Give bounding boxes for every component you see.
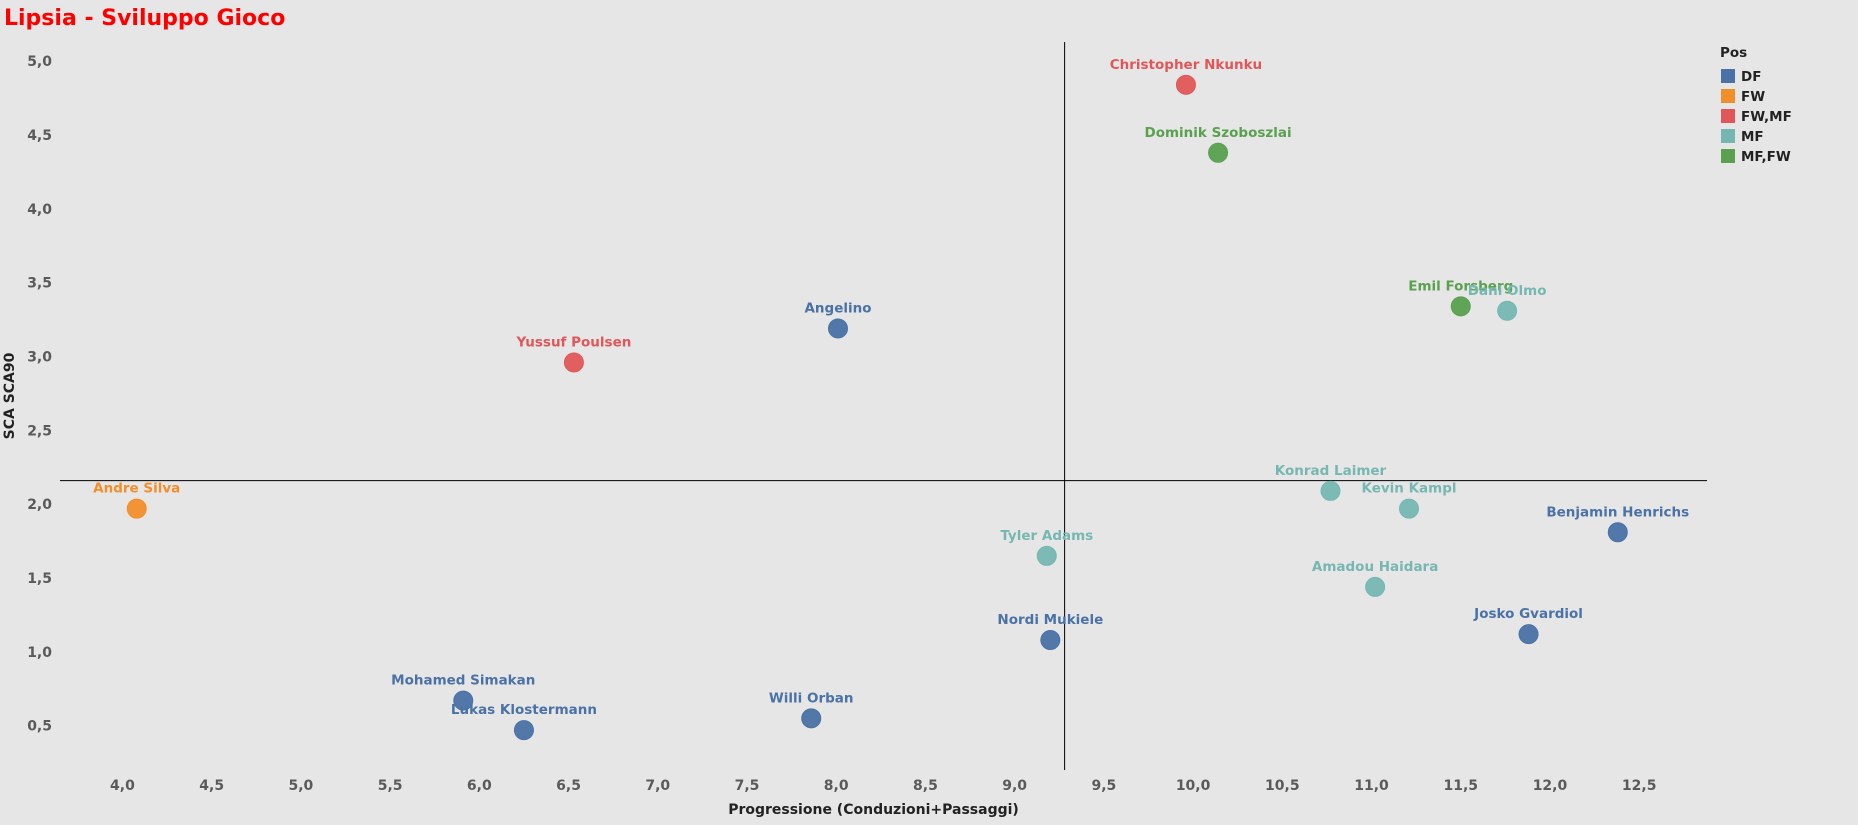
y-tick-label: 3,5 [27,276,52,292]
legend-label: DF [1741,69,1761,85]
y-tick-label: 2,5 [27,423,52,439]
x-tick-label: 7,5 [735,778,760,794]
x-tick-label: 10,0 [1176,778,1211,794]
legend: Pos DF FW FW,MF MF MF,FW [1720,45,1792,165]
data-point [801,708,822,729]
y-tick-label: 4,5 [27,128,52,144]
data-point [1036,545,1057,566]
data-label: Willi Orban [769,690,854,706]
chart-title: Lipsia - Sviluppo Gioco [4,6,286,31]
y-tick-label: 1,0 [27,645,52,661]
legend-swatch [1721,89,1735,103]
legend-title: Pos [1720,45,1747,61]
data-point [1320,480,1341,501]
x-tick-label: 8,0 [824,778,849,794]
data-labels: Christopher Nkunku Dominik Szoboszlai Emil… [93,57,1689,718]
data-label: Emil Forsberg [1408,278,1513,294]
x-tick-label: 11,5 [1443,778,1478,794]
data-point [453,690,474,711]
data-label: Dominik Szoboszlai [1144,125,1291,141]
data-label: Benjamin Henrichs [1546,504,1689,520]
x-tick-label: 5,5 [378,778,403,794]
data-point [1607,522,1628,543]
legend-label: FW [1741,89,1765,105]
data-point [827,318,848,339]
y-axis-ticks: 0,5 1,0 1,5 2,0 2,5 3,0 3,5 4,0 4,5 5,0 [27,54,52,735]
x-tick-label: 10,5 [1265,778,1300,794]
y-tick-label: 1,5 [27,571,52,587]
legend-swatch [1721,69,1735,83]
y-tick-label: 5,0 [27,54,52,70]
y-tick-label: 3,0 [27,350,52,366]
data-point [1497,300,1518,321]
x-tick-label: 6,0 [467,778,492,794]
y-tick-label: 0,5 [27,719,52,735]
data-point [1518,624,1539,645]
data-points [126,74,1628,741]
data-label: Angelino [804,300,871,316]
x-tick-label: 4,0 [110,778,135,794]
legend-label: MF,FW [1741,149,1791,165]
y-tick-label: 4,0 [27,202,52,218]
x-tick-label: 8,5 [913,778,938,794]
x-tick-label: 11,0 [1354,778,1389,794]
x-tick-label: 9,5 [1091,778,1116,794]
data-point [1040,630,1061,651]
data-point [513,720,534,741]
data-point [126,498,147,519]
legend-swatch [1721,129,1735,143]
data-point [1175,74,1196,95]
data-label: Mohamed Simakan [391,673,535,689]
legend-swatch [1721,109,1735,123]
x-tick-label: 5,0 [288,778,313,794]
data-label: Tyler Adams [1000,528,1093,544]
x-tick-label: 12,0 [1533,778,1568,794]
x-axis-ticks: 4,0 4,5 5,0 5,5 6,0 6,5 7,0 7,5 8,0 8,5 9,0 9,5 10,0… [110,778,1656,794]
data-label: Josko Gvardiol [1473,606,1583,622]
x-tick-label: 9,0 [1002,778,1027,794]
data-label: Dani Olmo [1468,283,1547,299]
data-point [1399,498,1420,519]
data-label: Lukas Klostermann [451,702,597,718]
data-point [1208,142,1229,163]
legend-label: FW,MF [1741,109,1792,125]
data-label: Amadou Haidara [1312,559,1438,575]
x-tick-label: 6,5 [556,778,581,794]
legend-label: MF [1741,129,1764,145]
y-tick-label: 2,0 [27,497,52,513]
data-label: Kevin Kampl [1361,481,1456,497]
x-tick-label: 12,5 [1622,778,1657,794]
data-label: Andre Silva [93,481,180,497]
data-point [1365,576,1386,597]
data-label: Christopher Nkunku [1110,57,1262,73]
data-point [1450,296,1471,317]
data-point [563,352,584,373]
legend-swatch [1721,149,1735,163]
data-label: Konrad Laimer [1275,463,1387,479]
data-label: Yussuf Poulsen [515,334,631,350]
x-tick-label: 4,5 [199,778,224,794]
x-tick-label: 7,0 [645,778,670,794]
data-label: Nordi Mukiele [997,612,1103,628]
x-axis-label: Progressione (Conduzioni+Passaggi) [728,802,1019,818]
y-axis-label: SCA SCA90 [2,352,18,439]
